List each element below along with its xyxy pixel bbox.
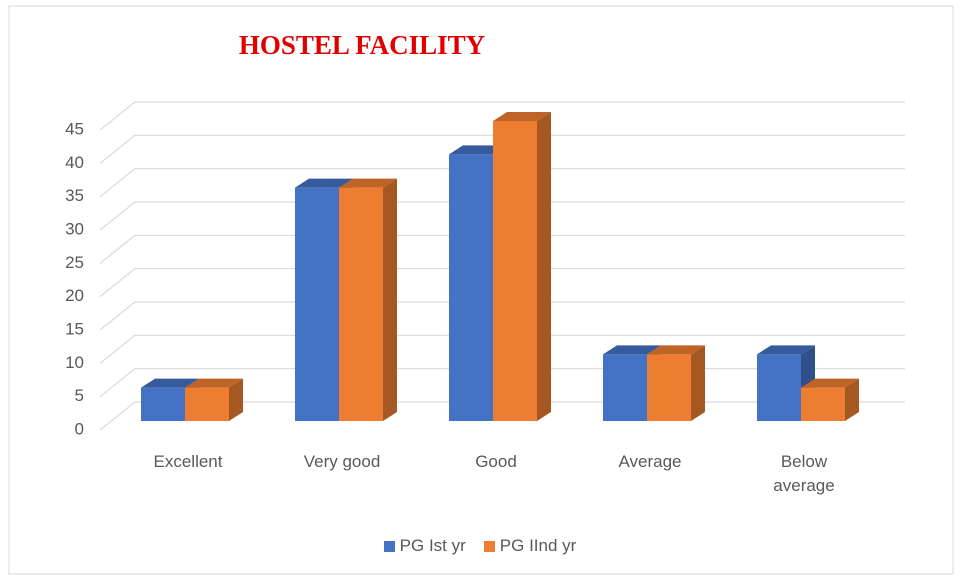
x-tick-label: Average — [618, 452, 682, 471]
bar-top — [295, 178, 353, 188]
bar-top — [449, 145, 507, 155]
x-tick-label: Below average — [773, 452, 835, 495]
y-tick-label: 30 — [65, 219, 84, 238]
bar-top — [801, 378, 859, 388]
grid-line — [99, 201, 905, 231]
grid-line — [99, 101, 905, 131]
bar-side — [845, 378, 859, 421]
x-tick-label: Good — [475, 452, 517, 471]
y-tick-label: 5 — [75, 386, 84, 405]
grid-line — [99, 334, 905, 364]
bar-front — [603, 354, 647, 421]
grid-line — [99, 234, 905, 264]
legend: PG Ist yr PG IInd yr — [0, 536, 960, 556]
bar-top — [757, 345, 815, 355]
bar-front — [493, 121, 537, 421]
y-tick-label: 20 — [65, 286, 84, 305]
legend-item: PG Ist yr — [383, 536, 466, 556]
bar-top — [339, 178, 397, 188]
bar-side — [383, 178, 397, 421]
chart-title: HOSTEL FACILITY — [239, 30, 485, 60]
bar-top — [185, 378, 243, 388]
bar-front — [647, 354, 691, 421]
bar-side — [537, 112, 551, 421]
bar-front — [801, 387, 845, 421]
y-tick-label: 40 — [65, 153, 84, 172]
bar — [647, 345, 705, 421]
bar-front — [185, 387, 229, 421]
legend-swatch — [383, 540, 395, 552]
bar-top — [647, 345, 705, 355]
bar-top — [141, 378, 199, 388]
y-tick-label: 45 — [65, 119, 84, 138]
bar-side — [691, 345, 705, 421]
bar-side — [229, 378, 243, 421]
bar — [339, 178, 397, 421]
y-tick-label: 0 — [75, 419, 84, 438]
x-tick-label: Excellent — [153, 452, 223, 471]
bar — [801, 378, 859, 421]
legend-label: PG IInd yr — [499, 536, 577, 555]
bar — [493, 112, 551, 421]
bar-front — [141, 387, 185, 421]
grid-line — [99, 301, 905, 331]
bar-front — [295, 187, 339, 421]
legend-item: PG IInd yr — [483, 536, 577, 556]
y-tick-label: 25 — [65, 253, 84, 272]
bar-front — [339, 187, 383, 421]
bar-front — [757, 354, 801, 421]
bar — [185, 378, 243, 421]
bar-front — [449, 154, 493, 422]
legend-label: PG Ist yr — [399, 536, 466, 555]
bar-top — [493, 112, 551, 121]
x-tick-label: Very good — [303, 452, 381, 471]
y-tick-label: 35 — [65, 186, 84, 205]
grid-line — [99, 168, 905, 198]
bar-top — [603, 345, 661, 355]
y-tick-label: 15 — [65, 319, 84, 338]
grid-line — [99, 268, 905, 298]
grid-line — [99, 134, 905, 164]
y-tick-label: 10 — [65, 353, 84, 372]
legend-swatch — [483, 540, 495, 552]
